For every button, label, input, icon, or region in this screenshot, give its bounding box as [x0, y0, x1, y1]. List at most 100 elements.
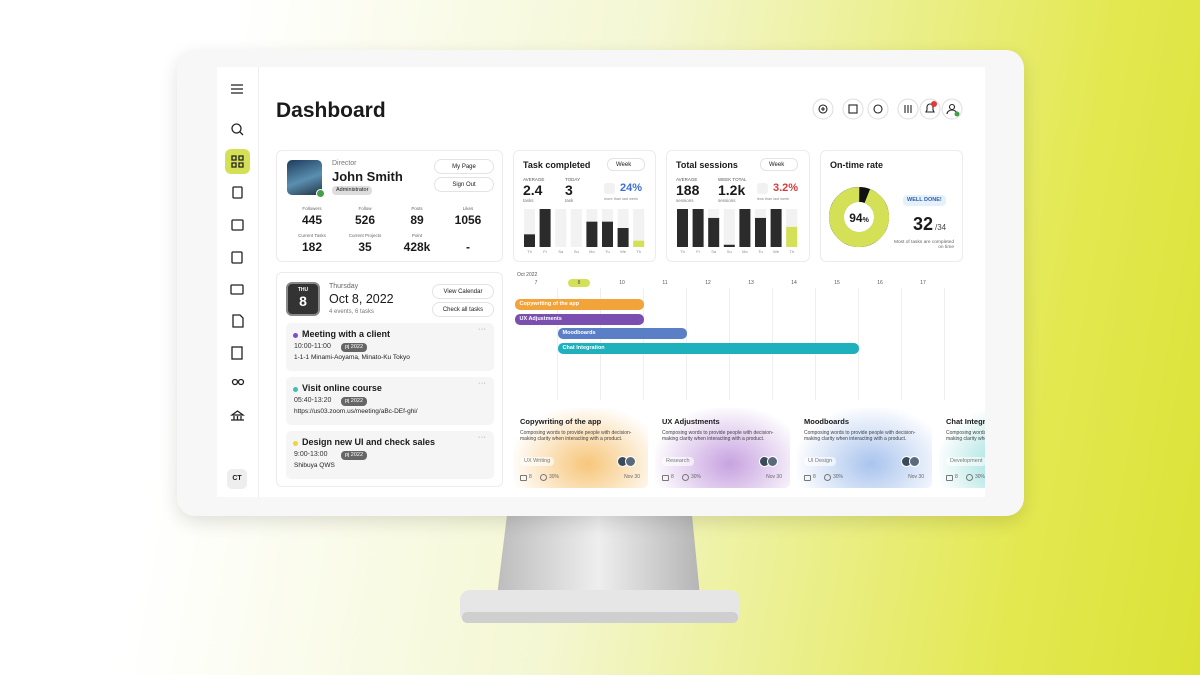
online-dot	[316, 189, 325, 198]
summary: 4 events, 6 tasks	[329, 309, 375, 315]
grid-icon[interactable]	[231, 155, 244, 168]
card-tag: Research	[662, 457, 694, 466]
event-dot	[293, 441, 298, 446]
day-label: Sa	[711, 249, 717, 254]
user-avatar[interactable]: CT	[232, 475, 242, 482]
user-name: John Smith	[332, 169, 403, 184]
task-card[interactable]: Moodboards Composing words to provide peo…	[797, 408, 932, 488]
progress-icon	[540, 474, 547, 481]
day-number: 8	[299, 293, 307, 309]
weekday: Thursday	[329, 283, 359, 290]
progress: 30%	[549, 474, 560, 480]
day-label: 17	[920, 280, 926, 286]
schedule-button[interactable]: View Calendar	[432, 284, 494, 299]
comment-icon	[662, 475, 669, 481]
bar	[739, 209, 751, 247]
event-title: Meeting with a client	[302, 329, 391, 339]
event[interactable]: Design new UI and check sales ··· 9:00-13:…	[286, 431, 494, 479]
calendar-icon[interactable]	[231, 219, 244, 231]
change: 3.2%	[773, 182, 799, 194]
task-card[interactable]: Copywriting of the app Composing words to…	[513, 408, 648, 488]
bar	[692, 209, 704, 247]
bar-chart: Th Fr Sa Su Mo Tu We Th	[524, 209, 645, 254]
online-dot	[954, 111, 960, 117]
rate-value: 94	[849, 211, 863, 225]
stat-caption: AVERAGE	[523, 177, 545, 182]
period-select[interactable]: Week	[607, 158, 645, 171]
bar	[755, 217, 766, 247]
stat-value: 1056	[454, 213, 482, 227]
stat-value: 526	[354, 213, 376, 227]
bar	[723, 244, 735, 247]
timeline-bar[interactable]: Copywriting of the app	[514, 299, 644, 310]
stat-value: -	[466, 240, 470, 254]
event-title: Design new UI and check sales	[302, 437, 436, 447]
notes-icon[interactable]	[231, 251, 243, 264]
card-tag: UX Writing	[520, 457, 555, 466]
day-label: Sa	[558, 249, 564, 254]
screen: CT Dashboard Director John Smith Adminis…	[217, 67, 985, 497]
stat-label: Posts	[411, 206, 423, 211]
task-card[interactable]: UX Adjustments Composing words to provide…	[655, 408, 790, 488]
task-completed-card: Task completed Week AVERAGE 2.4 tasks TODAY 3 t…	[513, 150, 656, 262]
trend-icon	[604, 183, 615, 194]
team-icon[interactable]	[231, 378, 239, 386]
bar	[539, 209, 551, 247]
assignee	[767, 456, 778, 467]
card-title: UX Adjustments	[662, 417, 720, 426]
day-label: Mo	[589, 249, 595, 254]
change: 24%	[620, 182, 643, 194]
day-label: Th	[680, 249, 685, 254]
avatar-bg	[227, 469, 247, 489]
briefcase-icon[interactable]	[230, 284, 244, 295]
timeline-bar[interactable]: Chat Integration	[557, 342, 859, 354]
news-button[interactable]	[842, 98, 864, 120]
stat-value: 35	[358, 240, 372, 254]
event-detail: https://us03.zoom.us/meeting/aBc-DEf-ghi…	[294, 408, 418, 415]
bar	[786, 226, 798, 247]
timeline-bar[interactable]: UX Adjustments	[514, 313, 644, 325]
stat-caption: AVERAGE	[676, 177, 698, 182]
document-icon[interactable]	[232, 314, 244, 328]
profile-button[interactable]: Sign Out	[434, 177, 494, 192]
month: Oct 2022	[517, 272, 538, 278]
day-label: Mo	[742, 249, 748, 254]
stat-value: 89	[410, 213, 424, 227]
donut	[829, 187, 889, 247]
notify-button[interactable]	[919, 98, 941, 120]
day-label: 11	[662, 280, 668, 286]
date-badge	[286, 282, 320, 316]
timeline-bar[interactable]: Moodboards	[557, 328, 687, 339]
assignee	[909, 456, 920, 467]
chat-button[interactable]	[867, 98, 889, 120]
building-icon[interactable]	[231, 346, 243, 360]
period-select[interactable]: Week	[760, 158, 798, 171]
event[interactable]: Visit online course ··· 05:40-13:20 pj 2022…	[286, 377, 494, 425]
bar-track	[555, 209, 567, 247]
day-label: 13	[748, 280, 754, 286]
role: Director	[332, 160, 357, 167]
day-label: 12	[705, 280, 711, 286]
event-detail: 1-1-1 Minami-Aoyama, Minato-Ku Tokyo	[294, 354, 410, 361]
comment-icon	[804, 475, 811, 481]
event[interactable]: Meeting with a client ··· 10:00-11:00 pj 20…	[286, 323, 494, 371]
schedule-button[interactable]: Check all tasks	[432, 302, 494, 317]
on-time-card: On-time rate 94% WELL DONE! 32/34 Most of ta…	[820, 150, 963, 262]
progress: 30%	[975, 474, 985, 480]
stat-label: Current Projects	[348, 233, 382, 238]
card-title: On-time rate	[830, 160, 884, 170]
bar-chart: Th Fr Sa Su Mo Tu We Th	[677, 209, 798, 254]
profile-button[interactable]: My Page	[434, 159, 494, 174]
bar	[770, 209, 782, 247]
stat-unit: sessions	[718, 198, 736, 203]
task-card[interactable]: Chat Integration Composing words to provi…	[939, 408, 985, 488]
clipboard-icon[interactable]	[232, 186, 243, 199]
page-title: Dashboard	[276, 99, 386, 122]
nav-active[interactable]	[225, 149, 250, 174]
bank-icon[interactable]	[230, 410, 245, 421]
event-more: ···	[478, 326, 487, 333]
stat-label: Current Tasks	[298, 233, 326, 238]
